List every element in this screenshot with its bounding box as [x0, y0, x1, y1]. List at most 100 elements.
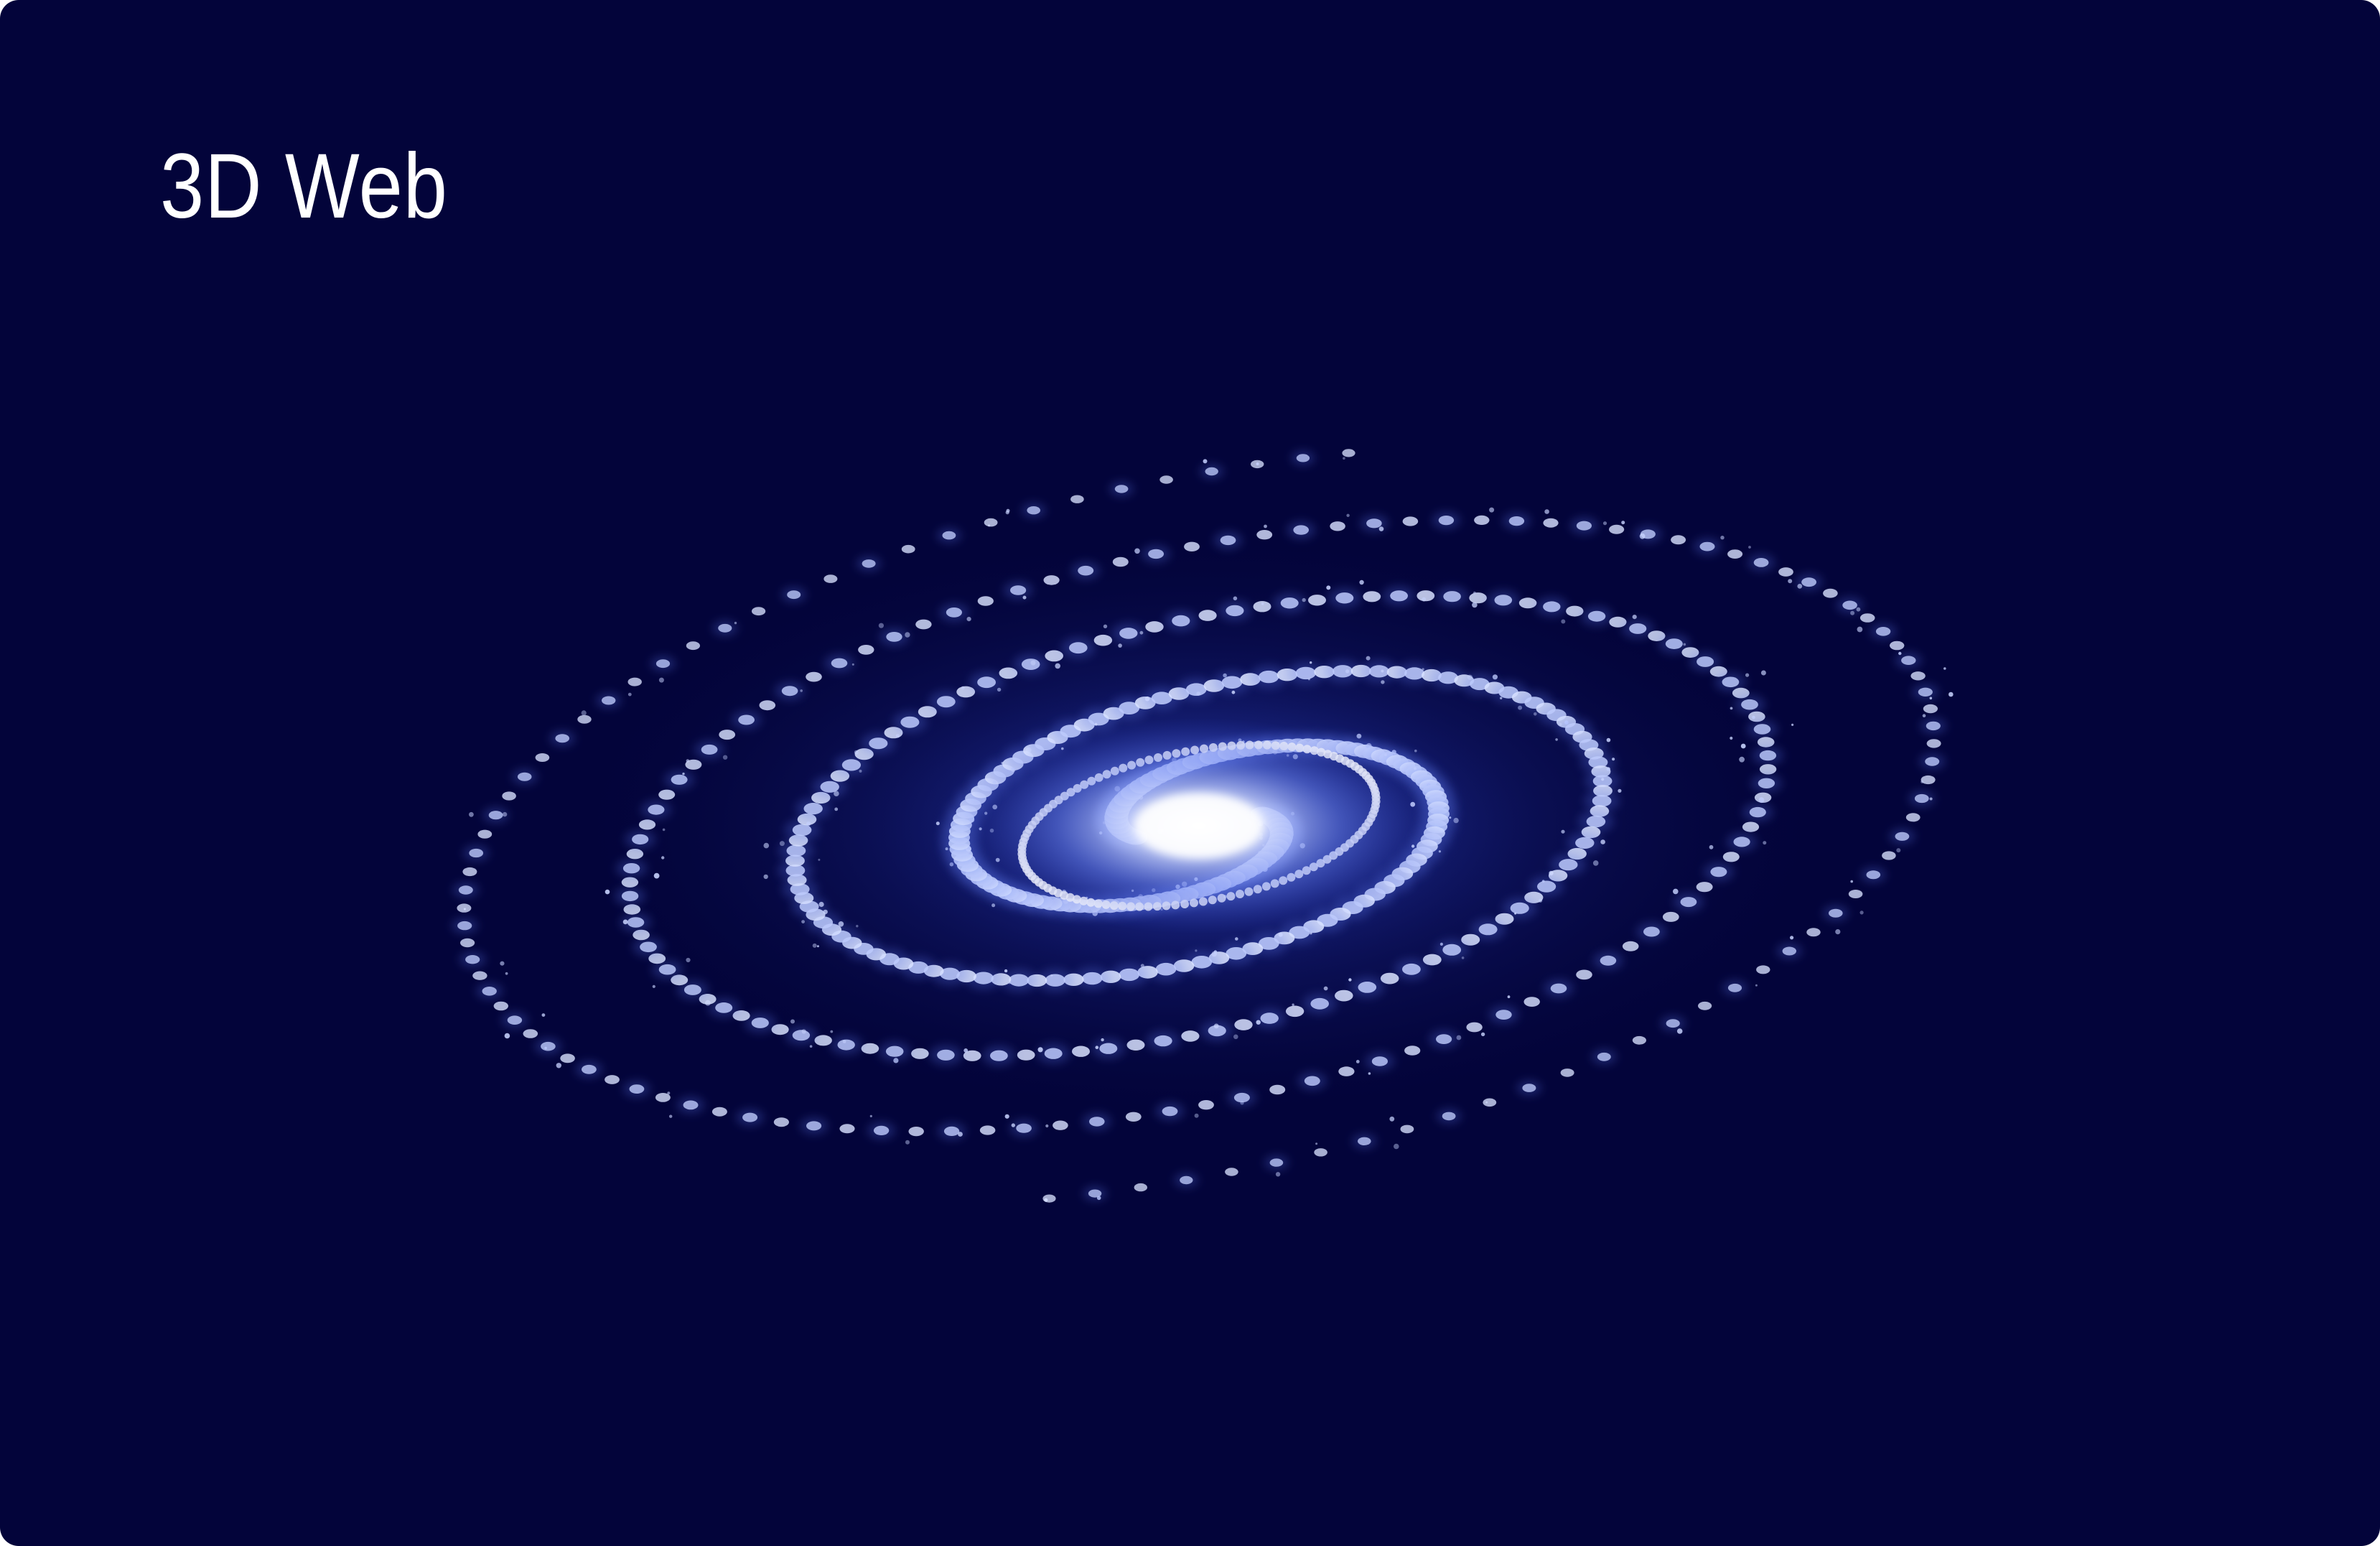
star-speck: [1194, 1113, 1199, 1118]
star-glow: [459, 951, 486, 968]
star-dot: [1380, 972, 1399, 984]
star-speck: [818, 901, 824, 908]
star-dot: [908, 1127, 924, 1137]
star-speck: [1022, 595, 1027, 600]
star-glow: [1324, 659, 1362, 683]
star-glow: [633, 937, 664, 957]
star-speck: [1144, 696, 1150, 702]
star-speck: [1790, 936, 1794, 940]
star-glow: [982, 1045, 1016, 1066]
star-dot: [1256, 530, 1273, 540]
star-speck: [1381, 669, 1384, 673]
star-glow: [731, 710, 762, 730]
star-dot: [623, 904, 641, 915]
star-glow: [1822, 905, 1849, 921]
star-speck: [945, 847, 948, 851]
star-speck: [1307, 678, 1310, 681]
star-speck: [779, 841, 785, 847]
star-speck: [1101, 1038, 1104, 1042]
star-dot: [457, 903, 472, 913]
star-speck: [818, 858, 821, 861]
star-glow: [1752, 745, 1784, 765]
star-speck: [1929, 797, 1933, 801]
star-glow: [1073, 967, 1111, 990]
star-glow: [676, 1096, 705, 1114]
star-dot: [1125, 1112, 1142, 1122]
star-dot: [1722, 852, 1740, 862]
star-dot: [1335, 989, 1353, 1002]
star-dot: [502, 791, 516, 801]
star-speck: [834, 807, 839, 811]
star-speck: [851, 663, 854, 666]
star-speck: [1791, 723, 1794, 727]
star-dot: [771, 1024, 789, 1035]
star-speck: [627, 692, 632, 697]
star-speck: [1355, 1060, 1360, 1063]
star-dot: [1285, 1005, 1305, 1018]
star-speck: [1797, 584, 1803, 589]
star-dot: [1483, 1098, 1497, 1107]
star-glow: [878, 1041, 911, 1062]
star-speck: [806, 821, 811, 826]
star-speck: [1264, 524, 1267, 528]
star-glow: [1714, 672, 1747, 692]
star-glow: [452, 882, 480, 898]
star-glow: [1621, 618, 1654, 639]
star-speck: [605, 889, 610, 895]
star-speck: [905, 632, 910, 638]
star-speck: [1561, 829, 1565, 834]
star-dot: [1757, 737, 1775, 748]
star-glow: [1218, 600, 1252, 621]
star-glow: [1365, 1052, 1395, 1071]
star-dot: [1234, 1019, 1253, 1030]
star-glow: [1584, 789, 1620, 812]
star-speck: [856, 925, 859, 928]
star-glow: [501, 1011, 528, 1029]
star-glow: [1252, 1007, 1287, 1029]
star-glow: [785, 1025, 818, 1046]
star-speck: [1310, 931, 1312, 935]
star-glow: [1227, 1089, 1257, 1107]
star-speck: [1045, 1124, 1049, 1128]
star-speck: [1366, 656, 1371, 661]
card-title: 3D Web: [160, 135, 448, 238]
star-dot: [1742, 821, 1760, 832]
star-speck: [1602, 521, 1607, 526]
star-glow: [1146, 1030, 1180, 1052]
star-glow: [928, 691, 963, 713]
star-glow: [534, 1038, 562, 1056]
star-glow: [969, 671, 1004, 694]
star-dot: [1609, 616, 1627, 628]
star-speck: [1348, 978, 1352, 982]
star-dot: [1181, 1030, 1200, 1042]
star-glow: [1516, 1080, 1542, 1096]
star-speck: [722, 755, 728, 760]
star-speck: [504, 1033, 510, 1039]
star-speck: [581, 710, 587, 716]
star-dot: [685, 759, 702, 770]
star-dot: [1225, 1168, 1238, 1176]
star-speck: [1857, 626, 1863, 633]
star-speck: [1422, 597, 1427, 602]
star-speck: [1233, 596, 1238, 601]
star-speck: [734, 621, 737, 625]
star-speck: [1414, 767, 1417, 770]
star-glow: [1673, 892, 1704, 912]
star-glow: [1021, 502, 1046, 518]
star-glow: [1287, 661, 1325, 685]
star-glow: [1000, 968, 1037, 992]
star-dot: [1848, 890, 1863, 898]
star-glow: [1726, 832, 1758, 852]
star-glow: [1199, 463, 1224, 480]
star-speck: [652, 984, 655, 988]
star-speck: [1004, 969, 1008, 973]
star-dot: [1566, 605, 1584, 617]
star-speck: [1514, 912, 1517, 915]
star-glow: [1174, 1172, 1199, 1188]
star-speck: [1323, 986, 1328, 991]
star-glow: [1436, 1108, 1462, 1124]
star-glow: [1636, 922, 1667, 941]
star-dot: [1671, 535, 1686, 545]
star-glow: [1591, 1048, 1617, 1065]
star-speck: [1378, 526, 1384, 531]
